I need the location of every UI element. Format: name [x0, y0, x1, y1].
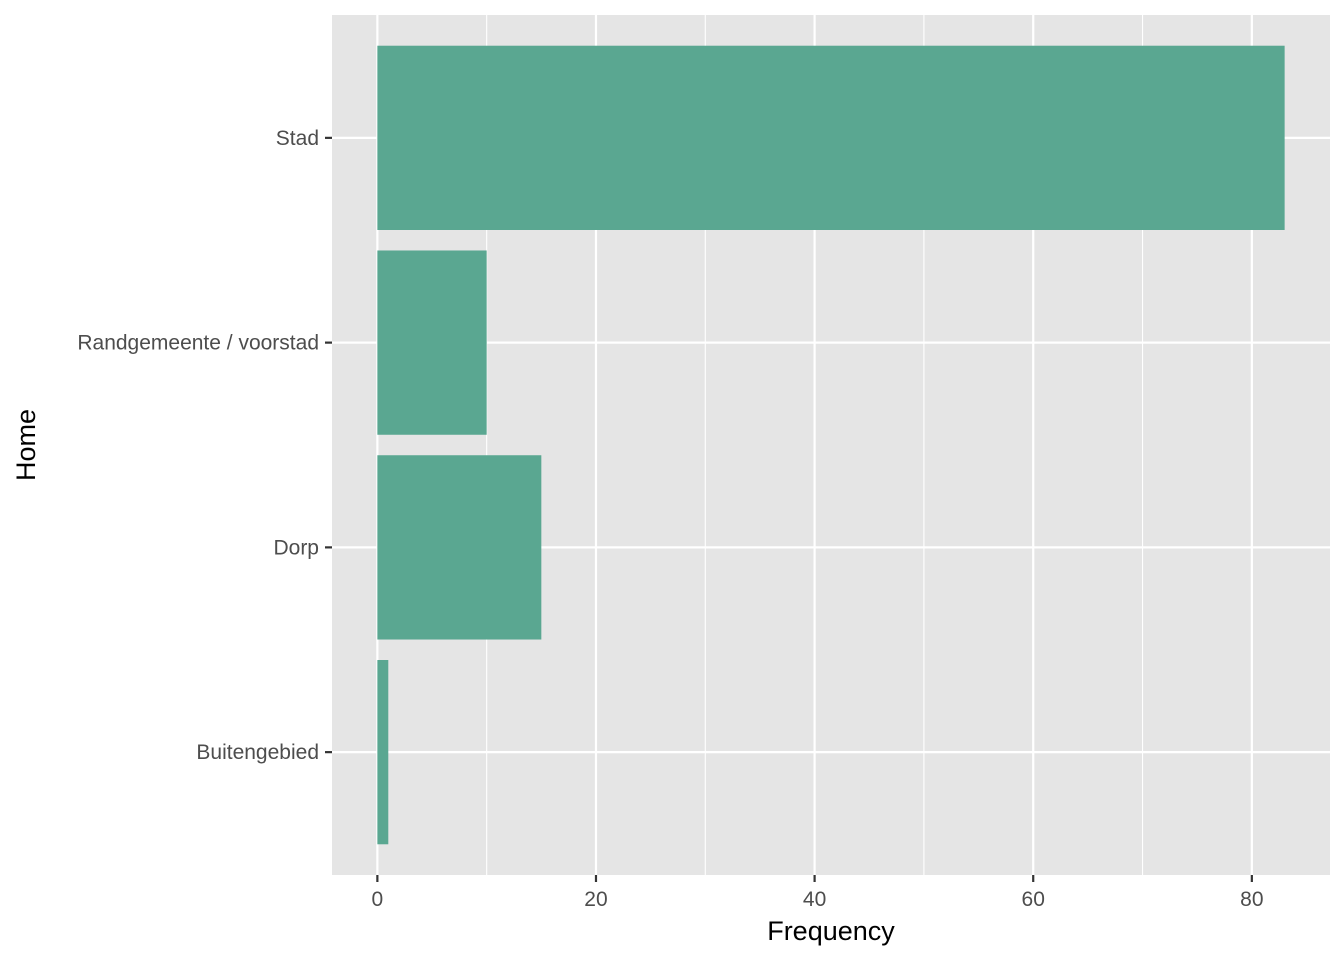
y-tick-label: Dorp: [273, 536, 319, 559]
x-tick-label: 60: [1022, 888, 1045, 911]
x-axis: 0 20 40 60 80: [372, 875, 1264, 911]
x-tick-label: 80: [1240, 888, 1263, 911]
y-tick-label: Stad: [276, 127, 319, 150]
bar: [377, 45, 1285, 230]
y-axis-title: Home: [11, 409, 41, 481]
x-tick-label: 20: [584, 888, 607, 911]
x-tick-label: 0: [372, 888, 384, 911]
y-tick-label: Randgemeente / voorstad: [77, 332, 319, 355]
x-axis-title: Frequency: [767, 916, 895, 946]
y-axis: Stad Randgemeente / voorstad Dorp Buitengeb…: [77, 127, 332, 764]
bars: [377, 45, 1285, 845]
bar: [377, 660, 389, 845]
y-tick-label: Buitengebied: [196, 741, 319, 764]
bar: [377, 455, 542, 640]
bar: [377, 250, 487, 435]
x-tick-label: 40: [803, 888, 826, 911]
